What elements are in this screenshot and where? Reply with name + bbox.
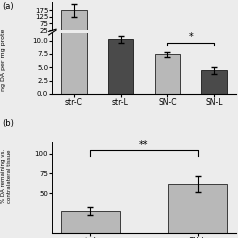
Text: *: * [188,32,193,42]
Text: **: ** [139,140,149,150]
Bar [108,40,134,94]
Text: % DA remaining vs.
contralateral tissue: % DA remaining vs. contralateral tissue [1,149,12,203]
Bar [108,32,134,33]
Bar [154,32,180,33]
Text: (a): (a) [2,2,14,11]
Bar [61,211,120,233]
Bar [61,10,86,33]
Text: (b): (b) [2,119,14,128]
Bar [61,0,86,94]
Bar [154,55,180,94]
Text: ng DA per mg prote: ng DA per mg prote [1,28,6,91]
Bar [202,70,227,94]
Bar [168,184,227,233]
